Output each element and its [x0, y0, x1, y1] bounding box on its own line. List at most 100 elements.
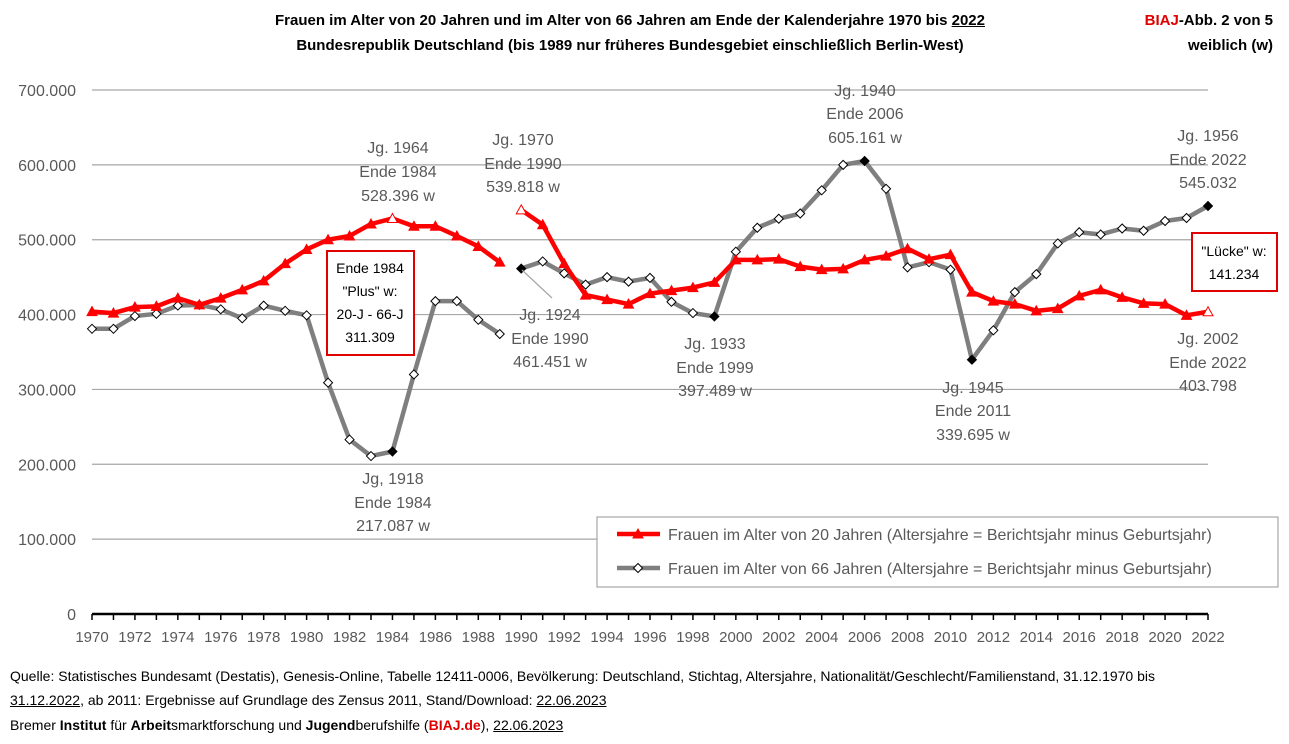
- x-tick-label: 2002: [762, 629, 795, 646]
- series-20-point: [1030, 304, 1043, 316]
- series-20-point: [772, 253, 785, 264]
- series-66-point: [279, 305, 291, 317]
- x-tick-label: 2020: [1148, 629, 1181, 646]
- series-66-point: [494, 328, 505, 340]
- annotation-jg2002: 403.798: [1179, 378, 1237, 395]
- series-20-point: [1008, 298, 1021, 309]
- series-66-point: [537, 256, 548, 267]
- series-20-point: [601, 293, 613, 305]
- legend-marker-20: [632, 527, 644, 539]
- series-20-line-1970-1989: [91, 216, 502, 316]
- x-tick-label: 1974: [161, 629, 194, 646]
- luecke-box: [1191, 232, 1278, 292]
- series-20-point: [472, 240, 485, 251]
- x-tick-label: 1986: [419, 629, 452, 646]
- series-66-point: [687, 307, 699, 319]
- annotation-jg1956: 545.032: [1179, 175, 1237, 192]
- legend-label-20: Frauen im Alter von 20 Jahren (Altersjah…: [668, 527, 1212, 544]
- x-tick-label: 2006: [848, 629, 881, 646]
- series-20-point: [987, 295, 1000, 306]
- x-tick-label: 2018: [1105, 629, 1138, 646]
- y-tick-label: 100.000: [18, 532, 76, 549]
- series-20-point: [901, 242, 914, 254]
- series-66-point: [966, 354, 978, 365]
- plus-box: [326, 250, 415, 356]
- series-20-point: [729, 253, 742, 265]
- series-20-point: [171, 292, 184, 303]
- series-20-point: [1051, 302, 1064, 314]
- series-20-point: [86, 305, 98, 317]
- y-tick-label: 700.000: [18, 83, 76, 100]
- series-20-point: [579, 289, 592, 300]
- series-20-point: [1137, 297, 1150, 308]
- series-20-point: [1180, 309, 1193, 320]
- x-tick-label: 1970: [75, 629, 108, 646]
- annotation-jg1924: Ende 1990: [511, 331, 589, 348]
- annotation-jg2002: Jg. 2002: [1177, 331, 1238, 348]
- series-66-point: [172, 300, 184, 311]
- legend-label-66: Frauen im Alter von 66 Jahren (Altersjah…: [668, 561, 1212, 578]
- annotation-jg1964: Ende 1984: [359, 164, 437, 181]
- series-66-point: [86, 323, 98, 335]
- plus-box-text: 311.309: [345, 329, 395, 345]
- plus-box-text: 20-J - 66-J: [337, 306, 404, 322]
- annotation-jg1918: 217.087 w: [356, 518, 430, 535]
- annotation-jg1964: Jg. 1964: [367, 140, 428, 157]
- series-20-point: [815, 263, 828, 275]
- x-tick-label: 1972: [118, 629, 151, 646]
- figure-badge: BIAJ-Abb. 2 von 5: [1144, 12, 1273, 29]
- series-20-point: [1202, 305, 1214, 317]
- x-tick-label: 2004: [805, 629, 838, 646]
- series-20-point: [880, 250, 892, 261]
- chart-title-line1: Frauen im Alter von 20 Jahren und im Alt…: [275, 12, 985, 29]
- series-66-point: [1031, 268, 1042, 280]
- series-20-point: [966, 286, 978, 297]
- annotation-jg1945: Jg. 1945: [942, 380, 1003, 397]
- series-20-point: [107, 307, 120, 318]
- series-66-point: [1052, 238, 1063, 249]
- series-20-point: [450, 229, 463, 241]
- y-tick-label: 300.000: [18, 382, 76, 399]
- x-tick-label: 1990: [505, 629, 538, 646]
- series-66-point: [902, 262, 913, 273]
- series-20-point: [622, 298, 635, 309]
- plus-box-text: Ende 1984: [336, 260, 404, 276]
- series-66-point: [623, 276, 634, 287]
- x-tick-label: 2000: [719, 629, 752, 646]
- series-66-point: [344, 434, 355, 445]
- series-20-point: [236, 283, 249, 295]
- annotation-jg1970: Jg. 1970: [492, 132, 553, 149]
- series-20-point: [365, 217, 377, 229]
- series-66-point: [1202, 200, 1214, 212]
- series-66-point: [709, 311, 720, 322]
- series-20-point: [515, 203, 528, 215]
- series-20-point: [214, 292, 227, 303]
- series-20-point: [300, 243, 313, 254]
- annotation-jg1924: 461.451 w: [513, 354, 587, 371]
- y-tick-label: 400.000: [18, 308, 76, 325]
- plus-box-text: "Plus" w:: [342, 283, 397, 299]
- series-66-point: [837, 159, 849, 171]
- y-tick-label: 200.000: [18, 457, 76, 474]
- source-line-1: Quelle: Statistisches Bundesamt (Destati…: [10, 668, 1155, 684]
- series-20-point: [794, 260, 807, 272]
- series-20-point: [536, 218, 549, 230]
- series-20-point: [558, 257, 571, 269]
- series-20-point: [1159, 298, 1171, 309]
- legend-box: [596, 516, 1279, 588]
- series-66-point: [601, 271, 613, 283]
- series-66-point: [1116, 223, 1128, 234]
- series-66-point: [451, 295, 463, 307]
- series-20-point: [944, 248, 957, 260]
- annotation-jg1933: Ende 1999: [676, 360, 754, 377]
- series-66-point: [880, 183, 892, 195]
- badge-brand: BIAJ: [1144, 12, 1179, 29]
- annotation-jg1933: 397.489 w: [678, 383, 752, 400]
- x-tick-label: 1982: [333, 629, 366, 646]
- annotation-jg2002: Ende 2022: [1169, 355, 1247, 372]
- series-66-point: [666, 296, 677, 308]
- x-tick-label: 2010: [934, 629, 967, 646]
- series-20-point: [150, 300, 163, 311]
- series-20-point: [1116, 291, 1129, 302]
- series-20-point: [644, 287, 656, 299]
